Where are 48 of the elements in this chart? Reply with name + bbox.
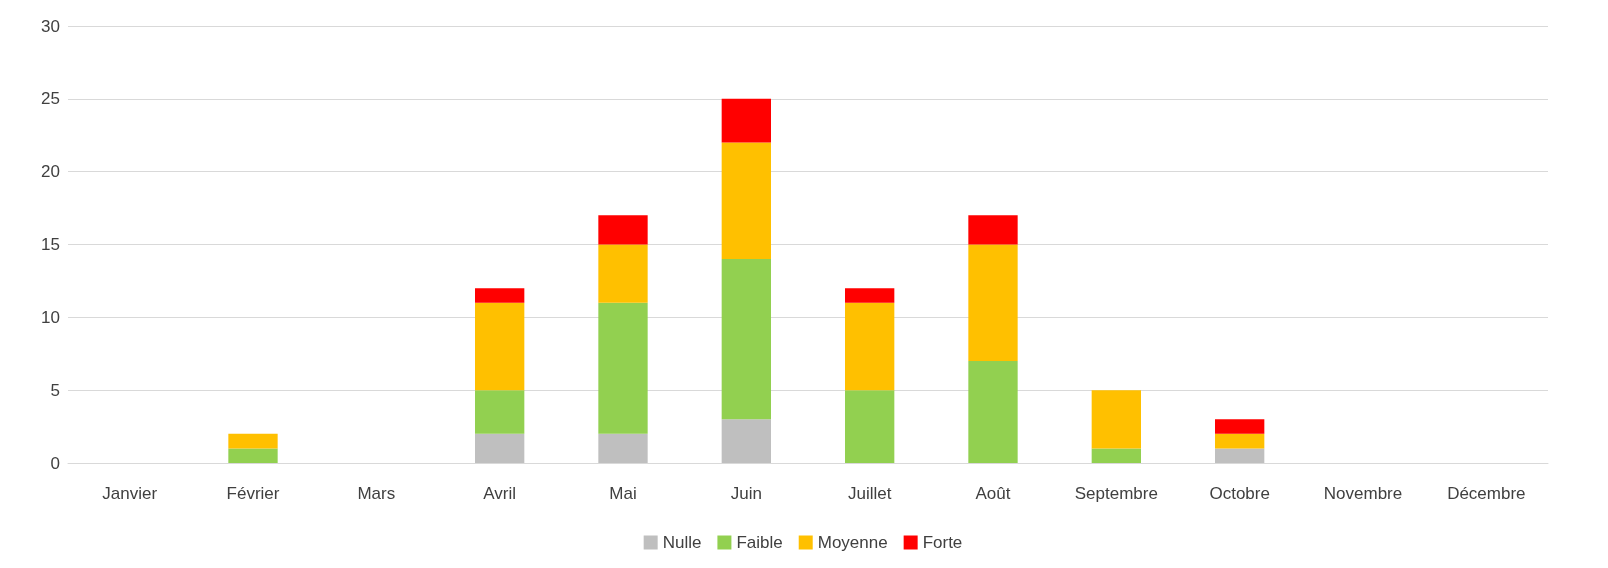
x-tick-label: Juillet	[847, 484, 892, 503]
bar	[721, 98, 771, 143]
bar	[845, 302, 895, 391]
y-tick-label: 20	[41, 162, 60, 182]
bar	[1091, 448, 1141, 463]
bar	[721, 419, 771, 463]
y-tick-label: 5	[50, 380, 60, 400]
x-tick-label: Août	[975, 484, 1011, 503]
bar	[475, 390, 525, 434]
y-tick-label: 30	[41, 16, 60, 36]
x-tick-label: Janvier	[102, 484, 158, 503]
bar	[475, 288, 525, 303]
bar	[845, 390, 895, 463]
legend-label: Nulle	[662, 533, 702, 552]
legend-label: Moyenne	[817, 533, 888, 552]
bar	[721, 142, 771, 260]
bar	[598, 302, 648, 434]
x-tick-label: Novembre	[1323, 484, 1403, 503]
y-tick-label: 10	[41, 307, 60, 327]
bar	[1215, 448, 1265, 463]
bar	[721, 259, 771, 420]
x-tick-label: Mars	[357, 484, 396, 503]
bar	[598, 244, 648, 303]
bar	[475, 433, 525, 463]
bar	[968, 244, 1018, 362]
y-tick-label: 15	[41, 235, 60, 254]
bar	[1215, 419, 1265, 434]
x-tick-label: Avril	[483, 484, 517, 503]
x-tick-label: Décembre	[1447, 484, 1526, 503]
bar	[598, 215, 648, 245]
y-tick-label: 25	[41, 89, 60, 109]
legend-label: Forte	[922, 533, 963, 552]
x-tick-label: Octobre	[1209, 484, 1270, 503]
bar	[228, 433, 278, 449]
bar	[228, 448, 278, 463]
bar	[598, 433, 648, 463]
bar	[845, 288, 895, 303]
bar	[1091, 390, 1141, 449]
x-tick-label: Juin	[730, 484, 762, 503]
bar	[1215, 433, 1265, 449]
x-tick-label: Février	[226, 484, 280, 503]
y-tick-label: 0	[50, 453, 60, 473]
bar	[475, 302, 525, 391]
bar	[968, 215, 1018, 245]
bar	[968, 361, 1018, 463]
x-tick-label: Septembre	[1074, 484, 1158, 503]
legend-label: Faible	[736, 533, 783, 552]
x-tick-label: Mai	[609, 484, 637, 503]
